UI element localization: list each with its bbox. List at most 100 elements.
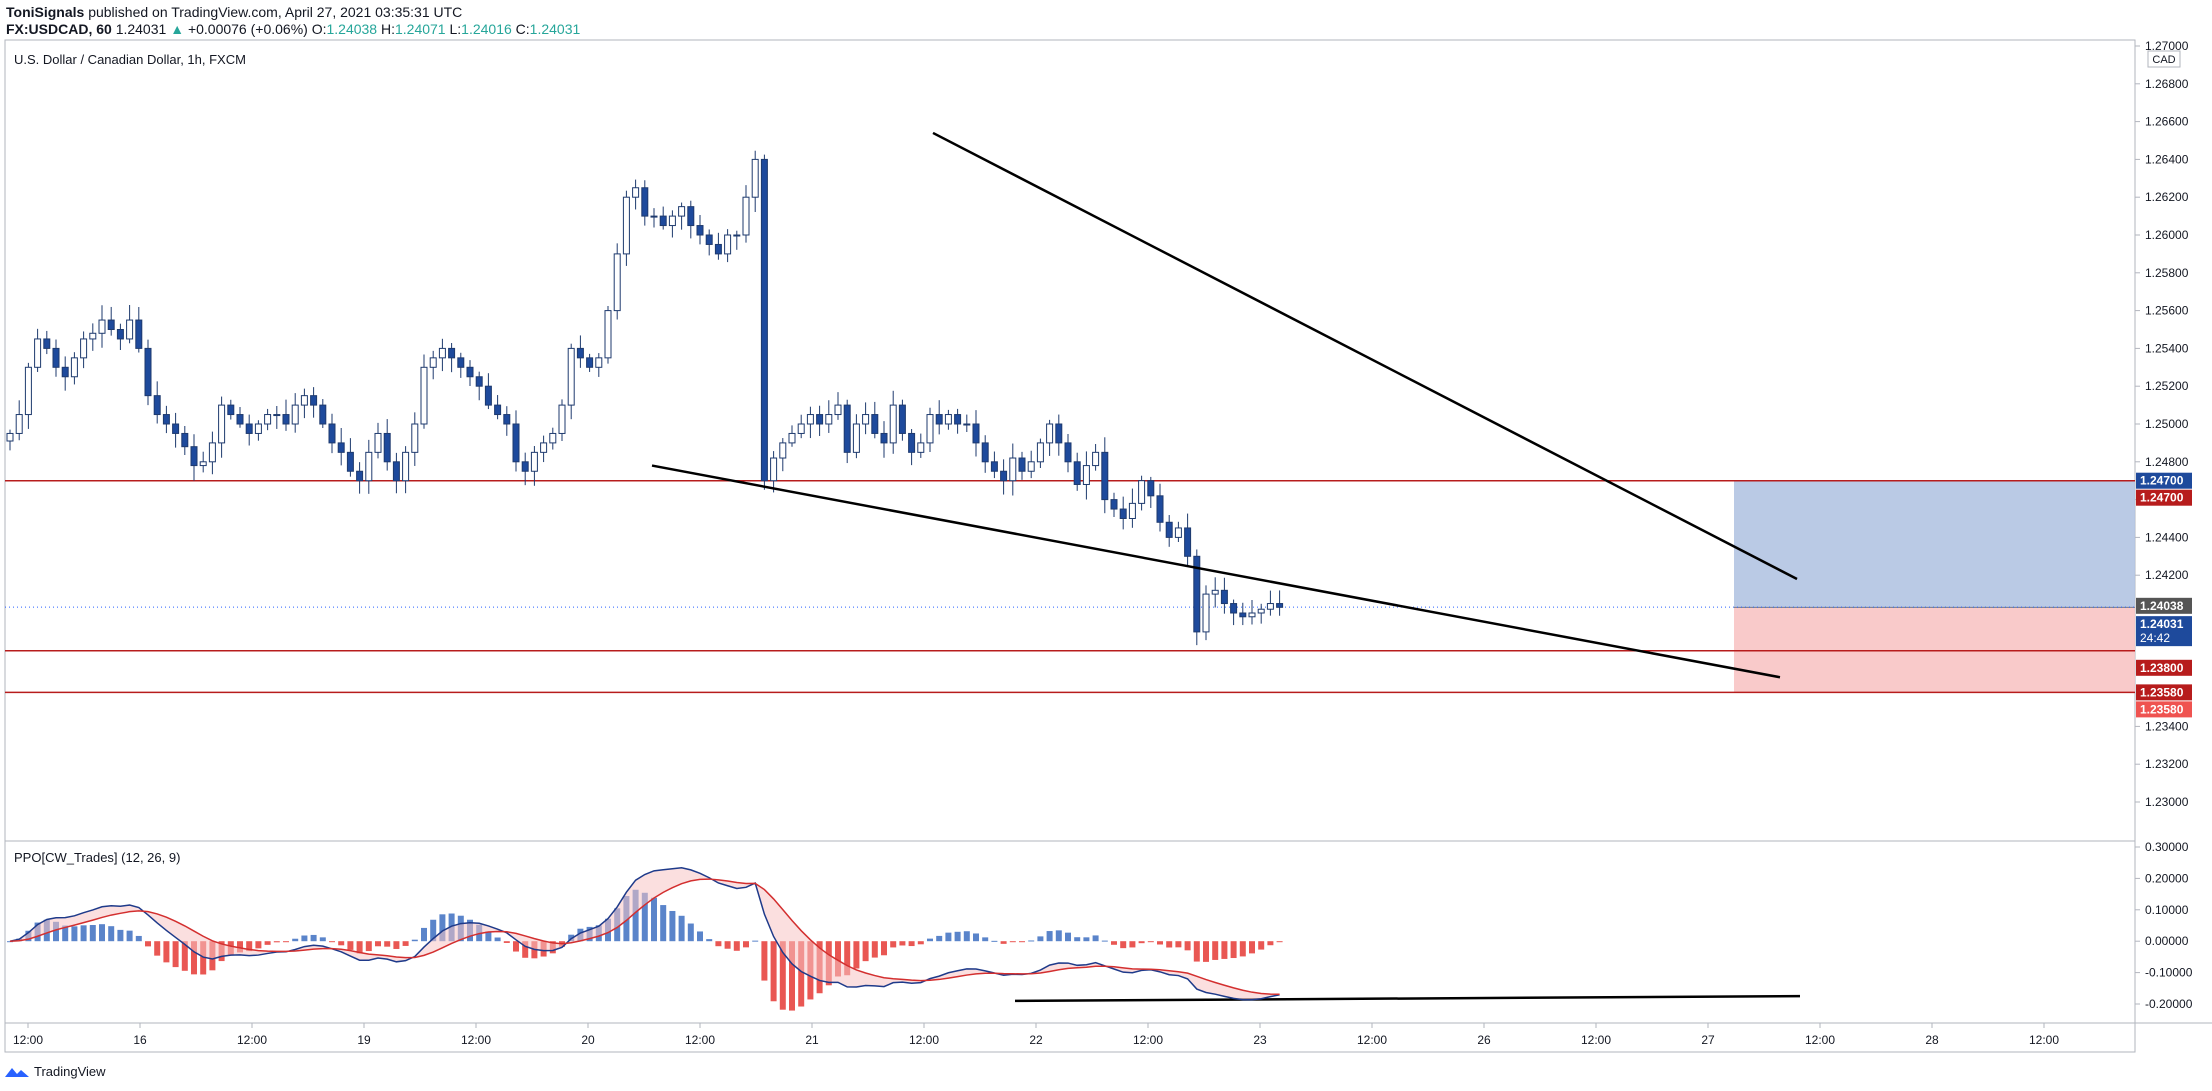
bull-candle [724,234,732,255]
bull-candle [751,158,759,198]
ppo-histogram-bar [80,925,87,942]
bear-candle [484,385,492,406]
bull-candle [549,432,557,444]
price-tick-label: 1.26000 [2145,228,2189,242]
bear-candle [52,347,60,368]
price-tag-label: 1.24031 [2140,617,2184,631]
bear-candle [144,347,152,397]
tradingview-footer[interactable]: TradingView [4,1064,106,1079]
bear-candle [61,366,69,378]
price-tag [2136,659,2192,676]
chart-title: U.S. Dollar / Canadian Dollar, 1h, FXCM [14,52,246,67]
ppo-histogram-bar [439,914,446,942]
currency-label: CAD [2152,54,2175,66]
ppo-histogram-bar [1009,941,1016,943]
bull-candle [365,451,373,482]
ppo-histogram-bar [890,941,897,948]
ppo-histogram-bar [338,941,345,946]
ppo-histogram-bar [145,941,151,947]
bull-candle [411,423,419,453]
time-tick-label: 12:00 [1357,1033,1387,1047]
ppo-histogram-bar [779,941,786,1010]
bear-candle [494,404,502,416]
bear-candle [871,414,879,434]
bear-candle [1055,423,1063,444]
ppo-histogram-bar [1138,941,1145,944]
price-tag [2136,472,2192,489]
open-label: O: [311,21,327,37]
ppo-histogram-bar [319,937,326,942]
bull-candle [889,404,897,444]
author-name[interactable]: ToniSignals [6,4,85,20]
time-tick-label: 12:00 [13,1033,43,1047]
time-tick-label: 20 [581,1033,595,1047]
price-tag [2136,489,2192,506]
bear-candle [356,470,364,482]
bear-candle [1239,612,1247,618]
bull-candle [852,423,860,453]
ppo-histogram-bar [1239,941,1246,957]
bull-candle [80,338,88,359]
ppo-histogram-bar [706,939,713,942]
bull-candle [264,414,272,425]
bull-candle [438,347,446,359]
ppo-histogram-bar [237,941,243,953]
time-tick-label: 12:00 [461,1033,491,1047]
price-tag-label: 1.24700 [2140,474,2184,488]
ppo-histogram-bar [945,932,952,942]
ppo-histogram-bar [973,933,979,942]
bull-candle [558,404,566,434]
bull-candle [1138,480,1146,504]
bull-candle [540,442,548,453]
time-tick-label: 23 [1253,1033,1267,1047]
ppo-histogram-bar [255,941,262,949]
bear-candle [908,432,916,453]
ppo-histogram-bar [687,923,694,942]
ppo-histogram-bar [356,941,363,954]
price-tick-label: 1.25000 [2145,417,2189,431]
bear-candle [1147,480,1155,497]
price-tick-label: 1.25400 [2145,341,2189,355]
time-tick-label: 27 [1701,1033,1715,1047]
time-tick-label: 19 [357,1033,371,1047]
ppo-histogram-bar [660,905,667,942]
ppo-histogram-bar [991,940,998,942]
bull-candle [834,404,842,416]
bull-candle [604,310,612,359]
ppo-histogram-bar [375,941,381,947]
price-tick-label: 1.23000 [2145,795,2189,809]
bull-candle [733,234,741,237]
ppo-histogram-bar [1092,935,1099,942]
last-price: 1.24031 [115,21,167,37]
bear-candle [641,187,649,217]
tradingview-logo-icon [5,1067,29,1077]
ppo-histogram-bar [963,931,970,942]
bull-candle [926,414,934,444]
ppo-histogram-bar [1083,937,1090,942]
bull-candle [678,206,686,217]
ppo-histogram-bar [669,910,676,942]
time-tick-label: 12:00 [237,1033,267,1047]
price-tag [2136,616,2192,647]
ppo-histogram-bar [853,941,860,969]
bull-candle [1027,461,1035,472]
ppo-histogram-bar [53,921,59,942]
bull-candle [1266,603,1274,610]
ppo-histogram-bar [1046,931,1053,942]
ppo-tick-label: -0.20000 [2145,997,2193,1011]
ppo-histogram-bar [1037,936,1044,942]
bull-candle [1009,457,1017,482]
ppo-histogram-bar [761,941,768,981]
bear-candle [1110,499,1118,510]
ppo-histogram-bar [1193,941,1200,962]
bear-candle [512,423,520,463]
ppo-histogram-bar [835,941,841,977]
bear-candle [227,404,235,416]
bull-candle [98,319,106,334]
bull-candle [199,461,207,467]
ppo-histogram-bar [715,941,722,947]
bear-candle [586,357,594,368]
ppo-histogram-bar [733,941,740,951]
